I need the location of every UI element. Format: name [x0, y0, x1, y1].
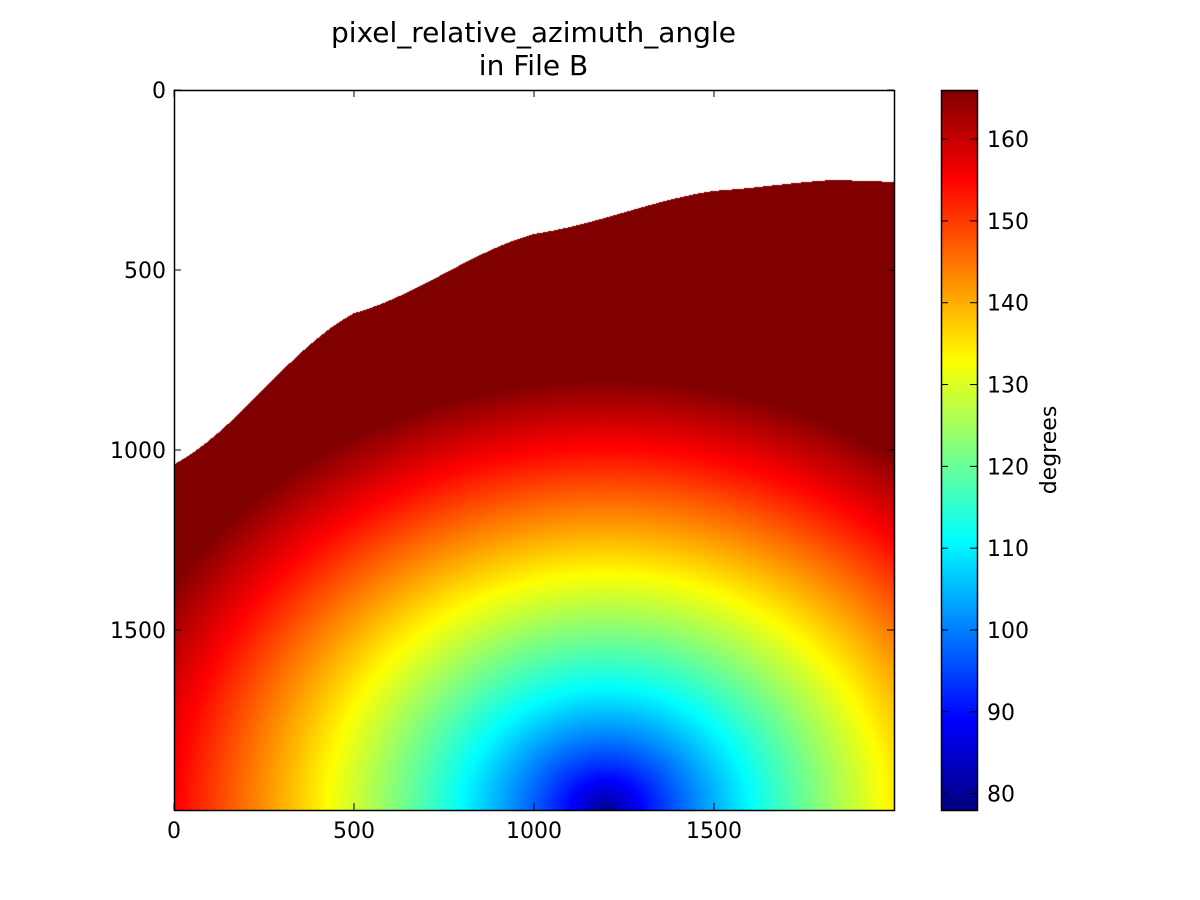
y-tick-label: 1000 [110, 439, 166, 464]
colorbar-tick-label: 90 [987, 701, 1015, 726]
colorbar-tick-label: 110 [987, 537, 1029, 562]
chart-title-line1: pixel_relative_azimuth_angle [331, 16, 736, 49]
y-tick-label: 500 [124, 259, 166, 284]
colorbar-tick-label: 130 [987, 374, 1029, 399]
colorbar-label: degrees [1037, 406, 1062, 495]
colorbar-tick-label: 100 [987, 619, 1029, 644]
colorbar-tick-label: 150 [987, 210, 1029, 235]
x-tick-label: 0 [167, 819, 181, 844]
heatmap-image [174, 90, 894, 810]
colorbar-frame [940, 89, 979, 812]
colorbar-gradient [941, 90, 977, 810]
colorbar-tick-label: 120 [987, 455, 1029, 480]
x-tick-label: 1000 [506, 819, 562, 844]
x-tick-label: 500 [333, 819, 375, 844]
x-tick-label: 1500 [686, 819, 742, 844]
chart-title: pixel_relative_azimuth_angle in File B [174, 16, 893, 82]
y-tick-label: 0 [152, 79, 166, 104]
colorbar-tick-label: 160 [987, 128, 1029, 153]
colorbar-tick-label: 80 [987, 783, 1015, 808]
y-tick-label: 1500 [110, 619, 166, 644]
colorbar-tick-label: 140 [987, 292, 1029, 317]
chart-title-line2: in File B [478, 49, 589, 82]
plot-frame [173, 89, 896, 812]
